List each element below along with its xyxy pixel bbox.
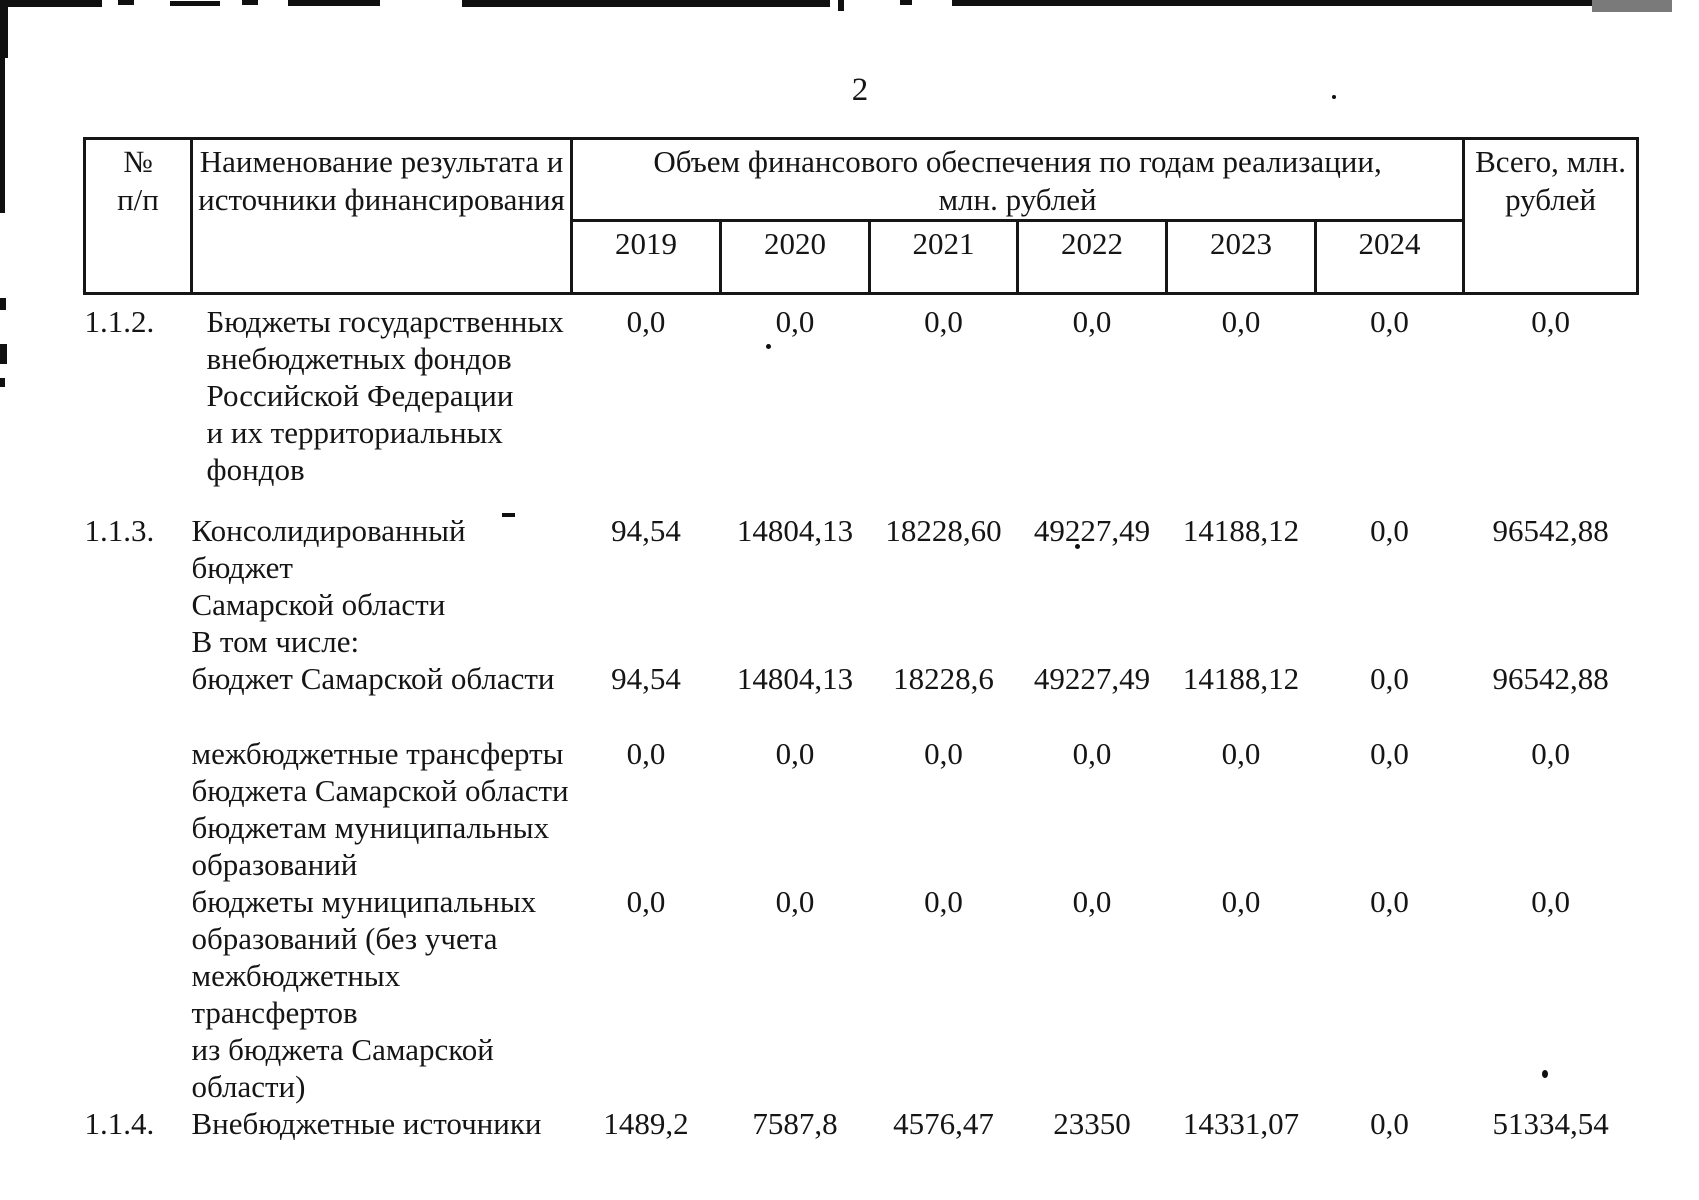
scan-speck	[1542, 1070, 1548, 1078]
total-cell: 96542,88	[1492, 660, 1609, 696]
value-cell: 18228,60	[885, 512, 1002, 548]
total-cell: 0,0	[1531, 304, 1570, 339]
total-cell: 0,0	[1531, 735, 1570, 771]
value-cell: 94,54	[611, 660, 681, 696]
value-cell: 94,54	[611, 512, 681, 548]
table-row: 1.1.2. Бюджеты государственных внебюджет…	[85, 294, 1638, 512]
value-cell: 0,0	[1370, 512, 1409, 548]
row-name: Внебюджетные источники	[191, 1105, 542, 1141]
scan-artifact	[0, 298, 6, 310]
header-col-number: № п/п	[83, 137, 193, 295]
row-number: 1.1.4.	[84, 1105, 155, 1141]
total-cell: 0,0	[1531, 883, 1570, 919]
table-row: бюджет Самарской области 94,54 14804,13 …	[85, 660, 1638, 735]
scan-artifact	[462, 0, 830, 7]
value-cell: 0,0	[1221, 304, 1261, 339]
value-cell: 7587,8	[752, 1105, 838, 1141]
value-cell: 0,0	[626, 883, 666, 919]
row-number	[85, 735, 192, 883]
value-cell: 14188,12	[1182, 660, 1300, 696]
scan-artifact	[900, 0, 912, 5]
value-cell: 0,0	[1370, 735, 1409, 771]
value-cell: 0,0	[626, 304, 666, 339]
row-name: межбюджетные трансферты бюджета Самарско…	[191, 735, 569, 882]
value-cell: 14804,13	[736, 512, 854, 548]
scan-artifact	[170, 1, 220, 6]
page-number: 2	[851, 72, 869, 108]
value-cell: 4576,47	[893, 1105, 994, 1141]
header-year-2022: 2022	[1016, 219, 1168, 295]
value-cell: 0,0	[1221, 735, 1261, 771]
value-cell: 0,0	[1072, 883, 1112, 919]
scan-artifact	[952, 0, 1640, 6]
table-row: 1.1.4. Внебюджетные источники 1489,2 758…	[85, 1105, 1638, 1200]
header-year-2024: 2024	[1313, 219, 1466, 295]
total-cell: 96542,88	[1492, 512, 1609, 548]
header-finance-volume-group: Объем финансового обеспечения по годам р…	[569, 137, 1466, 222]
total-cell: 51334,54	[1492, 1105, 1609, 1141]
row-number: 1.1.2.	[84, 304, 155, 339]
scan-artifact	[118, 0, 134, 5]
header-col-name: Наименование результата и источники фина…	[190, 137, 573, 295]
row-number: 1.1.3.	[84, 512, 155, 548]
header-col-total: Всего, млн. рублей	[1462, 137, 1640, 295]
value-cell: 0,0	[924, 735, 963, 771]
value-cell: 0,0	[1370, 304, 1409, 339]
row-number	[85, 660, 192, 735]
row-name: Консолидированный бюджет Самарской облас…	[191, 512, 466, 659]
table-row: межбюджетные трансферты бюджета Самарско…	[85, 735, 1638, 883]
value-cell: 14804,13	[736, 660, 854, 696]
scan-artifact	[838, 0, 844, 11]
scan-artifact	[0, 344, 7, 364]
row-number	[85, 883, 192, 1105]
scan-speck	[1332, 95, 1336, 99]
table-row: 1.1.3. Консолидированный бюджет Самарско…	[85, 512, 1638, 660]
value-cell: 0,0	[1221, 883, 1261, 919]
value-cell: 0,0	[775, 735, 815, 771]
scan-artifact	[288, 0, 380, 6]
scan-artifact	[0, 58, 5, 213]
value-cell: 18228,6	[893, 660, 994, 696]
row-name: бюджет Самарской области	[191, 660, 555, 696]
value-cell: 0,0	[775, 883, 815, 919]
value-cell: 0,0	[1370, 660, 1409, 696]
scan-artifact	[242, 0, 258, 5]
value-cell: 0,0	[1370, 1105, 1409, 1141]
scan-artifact	[0, 0, 102, 7]
scan-artifact	[0, 378, 5, 387]
value-cell: 1489,2	[603, 1105, 689, 1141]
scan-artifact	[0, 0, 8, 58]
value-cell: 0,0	[1370, 883, 1409, 919]
value-cell: 49227,49	[1033, 660, 1151, 696]
row-name: Бюджеты государственных внебюджетных фон…	[206, 304, 564, 487]
scan-artifact	[1592, 0, 1672, 12]
finance-table: № п/п Наименование результата и источник…	[83, 137, 1640, 1200]
row-name: бюджеты муниципальных образований (без у…	[191, 883, 537, 1104]
value-cell: 14331,07	[1182, 1105, 1300, 1141]
header-year-2020: 2020	[719, 219, 871, 295]
value-cell: 0,0	[1072, 735, 1112, 771]
header-year-2021: 2021	[868, 219, 1019, 295]
value-cell: 0,0	[924, 883, 963, 919]
value-cell: 0,0	[775, 304, 815, 339]
scan-speck	[502, 513, 515, 517]
header-year-2023: 2023	[1165, 219, 1317, 295]
value-cell: 23350	[1053, 1105, 1131, 1141]
scan-speck	[1075, 544, 1080, 549]
value-cell: 0,0	[626, 735, 666, 771]
scan-speck	[766, 344, 771, 349]
header-year-2019: 2019	[570, 219, 722, 295]
value-cell: 0,0	[1072, 304, 1112, 339]
value-cell: 0,0	[924, 304, 963, 339]
value-cell: 14188,12	[1182, 512, 1300, 548]
value-cell: 49227,49	[1033, 512, 1151, 548]
table-row: бюджеты муниципальных образований (без у…	[85, 883, 1638, 1105]
